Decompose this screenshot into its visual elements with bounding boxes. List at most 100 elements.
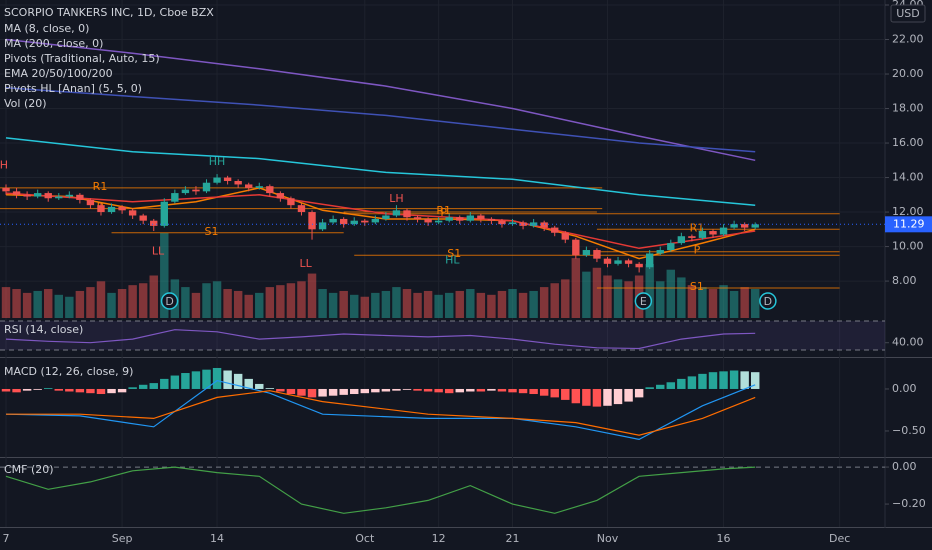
macd-histogram-bar <box>656 384 665 389</box>
candle-body <box>382 215 390 219</box>
macd-histogram-bar <box>539 388 549 396</box>
macd-histogram-bar <box>708 372 718 389</box>
y-tick-label: 16.00 <box>892 136 924 149</box>
volume-bar <box>75 290 85 318</box>
volume-bar <box>212 281 222 318</box>
candle-body <box>2 187 10 192</box>
macd-histogram-bar <box>603 388 612 406</box>
pivot-hl-label: LH <box>389 192 403 205</box>
macd-histogram-bar <box>476 388 486 392</box>
volume-bar <box>750 289 760 318</box>
macd-histogram-bar <box>487 388 496 391</box>
volume-bar <box>307 273 317 318</box>
y-tick-label: 40.00 <box>892 336 924 349</box>
macd-histogram-bar <box>529 388 538 395</box>
candle-body <box>730 224 738 228</box>
y-tick-label: 10.00 <box>892 240 924 253</box>
y-tick-label: 22.00 <box>892 33 924 46</box>
indicator-line <box>5 466 756 514</box>
volume-bar <box>466 289 475 318</box>
x-tick-label: Sep <box>112 532 133 545</box>
pivot-hl-label: HL <box>445 253 460 266</box>
candle-body <box>645 253 654 268</box>
candle-body <box>181 189 190 194</box>
pivot-label: P <box>440 206 447 219</box>
candle-body <box>371 218 380 223</box>
macd-histogram-bar <box>212 367 222 389</box>
legend-item: EMA 20/50/100/200 <box>4 67 113 80</box>
candle-body <box>487 218 496 221</box>
candle-body <box>202 182 211 192</box>
candle-body <box>540 222 548 228</box>
candle-body <box>23 194 31 197</box>
macd-histogram-bar <box>33 388 42 390</box>
candle-body <box>234 180 242 185</box>
volume-bar <box>392 287 401 318</box>
pivot-label: S1 <box>447 247 461 260</box>
y-tick-label: 0.00 <box>892 460 917 473</box>
volume-bar <box>371 292 380 318</box>
macd-histogram-bar <box>740 371 749 389</box>
volume-bar <box>402 289 412 318</box>
candle-body <box>698 231 707 238</box>
macd-histogram-bar <box>149 383 158 389</box>
macd-histogram-bar <box>371 388 380 393</box>
candle-body <box>118 206 126 211</box>
indicator-line <box>5 38 756 162</box>
macd-histogram-bar <box>350 388 359 395</box>
pivot-hl-label: HH <box>209 155 226 168</box>
candle-body <box>308 212 316 230</box>
volume-bar <box>592 267 602 318</box>
event-label: D <box>764 295 772 308</box>
pivot-label: S1 <box>690 280 704 293</box>
volume-bar <box>181 287 190 318</box>
macd-histogram-bar <box>466 388 475 392</box>
macd-histogram-bar <box>698 373 707 389</box>
volume-bar <box>128 285 137 318</box>
candle-body <box>139 215 147 221</box>
macd-histogram-bar <box>634 388 644 398</box>
volume-bar <box>677 277 686 318</box>
macd-histogram-bar <box>645 387 654 389</box>
macd-histogram-bar <box>582 388 591 406</box>
candle-body <box>424 218 432 223</box>
event-label: E <box>640 295 647 308</box>
x-tick-label: 16 <box>717 532 731 545</box>
volume-bar <box>318 289 327 318</box>
candle-body <box>86 199 95 206</box>
macd-histogram-bar <box>244 378 253 389</box>
candle-body <box>339 218 348 225</box>
candle-body <box>255 186 263 188</box>
macd-histogram-bar <box>750 372 760 389</box>
y-tick-label: −0.20 <box>892 497 926 510</box>
candle-body <box>245 184 253 188</box>
candle-body <box>318 222 327 230</box>
volume-bar <box>22 292 32 318</box>
pivot-hl-label: LL <box>300 257 313 270</box>
candle-body <box>477 215 485 219</box>
volume-bar <box>729 290 739 318</box>
candle-body <box>150 220 158 226</box>
candle-body <box>44 193 52 199</box>
candle-body <box>688 236 696 238</box>
legend-item: Pivots HL [Anan] (5, 5, 0) <box>4 82 142 95</box>
macd-histogram-bar <box>360 388 370 394</box>
volume-bar <box>518 292 528 318</box>
candle-body <box>171 193 179 202</box>
legend-item: MA (8, close, 0) <box>4 22 89 35</box>
volume-bar <box>571 258 581 318</box>
candle-body <box>403 210 411 218</box>
indicator-line <box>5 329 756 350</box>
candle-body <box>667 243 675 251</box>
candle-body <box>456 217 464 221</box>
candle-body <box>709 231 717 235</box>
pivot-label: P <box>694 244 701 257</box>
candle-body <box>97 205 105 213</box>
volume-bar <box>33 290 42 318</box>
y-tick-label: 20.00 <box>892 67 924 80</box>
event-marker <box>160 292 179 310</box>
macd-histogram-bar <box>297 388 306 396</box>
event-marker <box>634 292 653 310</box>
candle-body <box>65 194 74 197</box>
